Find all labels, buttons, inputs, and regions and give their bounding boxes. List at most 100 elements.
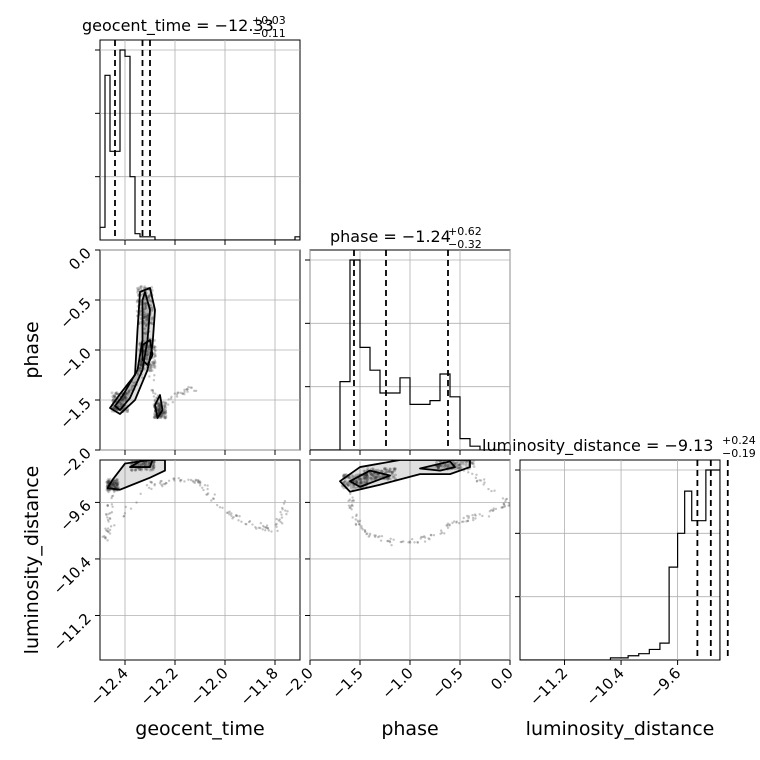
density-point (103, 535, 106, 538)
density-point (353, 486, 356, 489)
density-point (277, 519, 280, 522)
density-point (365, 472, 369, 476)
density-point (145, 323, 148, 327)
density-point (123, 395, 127, 399)
density-point (493, 489, 496, 492)
density-point (508, 504, 510, 507)
density-point (115, 392, 118, 396)
density-point (139, 306, 143, 310)
density-point (259, 526, 262, 530)
density-point (144, 467, 148, 471)
density-point (110, 503, 114, 506)
density-point (112, 406, 116, 410)
density-point (157, 408, 160, 411)
density-point (164, 401, 168, 405)
density-point (461, 460, 465, 464)
density-point (261, 528, 264, 531)
density-point (138, 342, 142, 346)
density-point (143, 307, 147, 310)
density-point (451, 457, 454, 460)
density-point (143, 315, 147, 319)
density-phase_vs_geocent_time (109, 284, 198, 420)
density-point (164, 408, 167, 412)
density-point (129, 468, 133, 472)
density-point (164, 401, 167, 404)
density-point (494, 507, 498, 511)
density-point (267, 529, 271, 532)
density-point (170, 395, 173, 399)
density-point (130, 456, 133, 459)
density-point (111, 398, 115, 402)
density-point (149, 480, 152, 483)
density-point (111, 505, 114, 508)
density-point (140, 462, 144, 466)
density-point (357, 520, 360, 524)
density-point (149, 366, 153, 369)
density-point (423, 540, 427, 543)
density-point (472, 462, 475, 466)
density-point (164, 406, 168, 410)
density-point (152, 465, 156, 468)
density-point (251, 523, 254, 526)
density-point (262, 524, 265, 528)
density-point (440, 464, 444, 468)
density-point (130, 460, 134, 461)
density-point (355, 481, 359, 485)
density-point (365, 473, 369, 477)
x-axis-label-phase: phase (381, 718, 438, 740)
density-point (163, 411, 166, 415)
density-point (104, 537, 107, 540)
density-point (362, 476, 366, 480)
density-point (116, 483, 120, 486)
density-point (157, 405, 160, 409)
density-point (374, 472, 378, 476)
density-point (502, 502, 506, 506)
density-point (347, 499, 350, 503)
density-point (455, 520, 458, 523)
density-point (139, 287, 143, 291)
density-point (159, 480, 162, 483)
density-point (163, 404, 167, 407)
density-point (162, 482, 165, 486)
density-point (362, 480, 365, 484)
density-point (366, 477, 369, 481)
density-point (388, 470, 392, 473)
density-point (114, 481, 118, 485)
density-point (152, 378, 156, 382)
density-point (383, 467, 387, 471)
density-point (275, 525, 278, 528)
density-point (507, 502, 510, 505)
density-point (466, 519, 469, 522)
density-point (126, 393, 129, 396)
y-tick-label-luminosity_distance: −9.6 (56, 497, 94, 535)
density-point (106, 488, 110, 492)
density-point (364, 473, 368, 477)
density-point (150, 389, 153, 392)
density-point (143, 327, 146, 331)
density-point (152, 463, 156, 467)
density-point (281, 506, 284, 510)
density-point (129, 456, 132, 459)
density-point (399, 540, 403, 544)
density-point (265, 524, 269, 527)
density-point (197, 481, 200, 484)
histogram-phase (310, 259, 510, 450)
density-point (211, 497, 215, 500)
density-point (259, 521, 263, 525)
density-point (112, 393, 116, 397)
density-point (113, 395, 117, 399)
density-point (161, 415, 165, 419)
density-point (124, 393, 127, 396)
density-point (110, 495, 114, 498)
density-point (447, 465, 450, 469)
density-point (374, 534, 377, 537)
density-point (106, 539, 109, 542)
density-point (358, 519, 362, 523)
density-point (377, 473, 380, 477)
density-point (145, 357, 149, 361)
density-point (379, 539, 383, 542)
density-point (454, 467, 458, 471)
density-point (435, 465, 439, 468)
density-point (445, 524, 448, 527)
density-point (416, 540, 419, 544)
